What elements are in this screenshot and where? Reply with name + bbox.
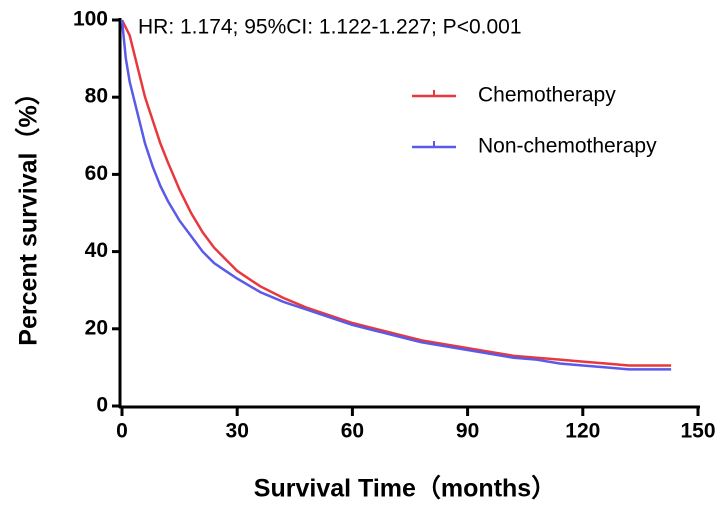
y-tick-label: 100 bbox=[73, 8, 108, 31]
legend-label: Chemotherapy bbox=[478, 84, 616, 107]
x-axis-title: Survival Time（months） bbox=[254, 474, 556, 503]
x-tick-label: 30 bbox=[226, 420, 249, 443]
y-tick-label: 40 bbox=[85, 239, 108, 262]
x-tick-label: 0 bbox=[116, 420, 128, 443]
y-axis-title: Percent survival（%） bbox=[14, 80, 43, 345]
x-tick-label: 60 bbox=[341, 420, 364, 443]
legend-label: Non-chemotherapy bbox=[478, 135, 657, 158]
y-tick-label: 20 bbox=[85, 316, 108, 339]
x-tick-label: 150 bbox=[680, 420, 715, 443]
y-tick-label: 80 bbox=[85, 85, 108, 108]
x-tick-label: 90 bbox=[456, 420, 479, 443]
survival-curve bbox=[120, 19, 672, 371]
annotation: HR: 1.174; 95%CI: 1.122-1.227; P<0.001 bbox=[138, 16, 522, 39]
y-tick-label: 0 bbox=[96, 394, 108, 417]
survival-curve bbox=[120, 19, 672, 367]
y-tick-label: 60 bbox=[85, 162, 108, 185]
x-tick-label: 120 bbox=[565, 420, 600, 443]
